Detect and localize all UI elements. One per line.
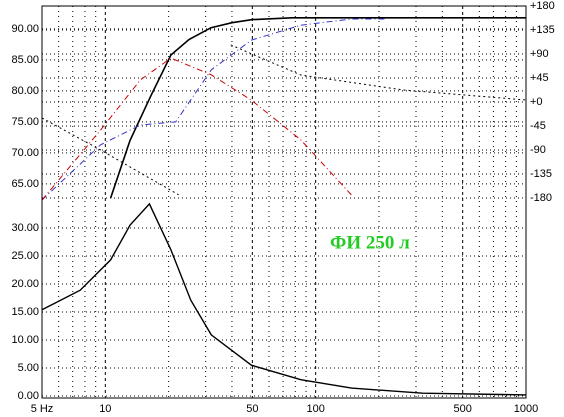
y-tick-label: 70.00 (11, 147, 39, 159)
y-tick-label: 25.00 (11, 250, 39, 262)
y-tick-label: 30.00 (11, 222, 39, 234)
y2-tick-label: -45 (530, 120, 546, 132)
y2-tick-label: -90 (530, 144, 546, 156)
y2-tick-label: -180 (530, 192, 552, 204)
y2-tick-label: +45 (530, 72, 549, 84)
y-tick-label: 75.00 (11, 116, 39, 128)
y2-tick-label: +180 (530, 0, 555, 12)
annotation: ФИ 250 л (330, 232, 410, 253)
x-tick-label: 1000 (514, 403, 538, 415)
series-line (109, 17, 526, 199)
series-line (41, 44, 527, 196)
series-line (41, 57, 352, 201)
y2-tick-label: -135 (530, 168, 552, 180)
y-tick-label: 80.00 (11, 85, 39, 97)
y-tick-label: 85.00 (11, 54, 39, 66)
x-tick-label: 100 (306, 403, 324, 415)
y2-tick-label: +135 (530, 24, 555, 36)
x-tick-label: 5 Hz (31, 403, 54, 415)
y-tick-label: 10.00 (11, 334, 39, 346)
series-line (41, 202, 527, 396)
y-tick-label: 90.00 (11, 23, 39, 35)
y-tick-label: 15.00 (11, 306, 39, 318)
x-tick-label: 50 (246, 403, 258, 415)
y-tick-label: 20.00 (11, 278, 39, 290)
y2-tick-label: +90 (530, 48, 549, 60)
x-tick-label: 500 (454, 403, 472, 415)
y-tick-label: 65.00 (11, 178, 39, 190)
plot-frame (41, 5, 527, 399)
y-tick-label: 0.00 (18, 390, 39, 402)
series-line (41, 18, 387, 201)
y-tick-label: 5.00 (18, 362, 39, 374)
x-tick-label: 10 (99, 403, 111, 415)
y2-tick-label: +0 (530, 96, 543, 108)
